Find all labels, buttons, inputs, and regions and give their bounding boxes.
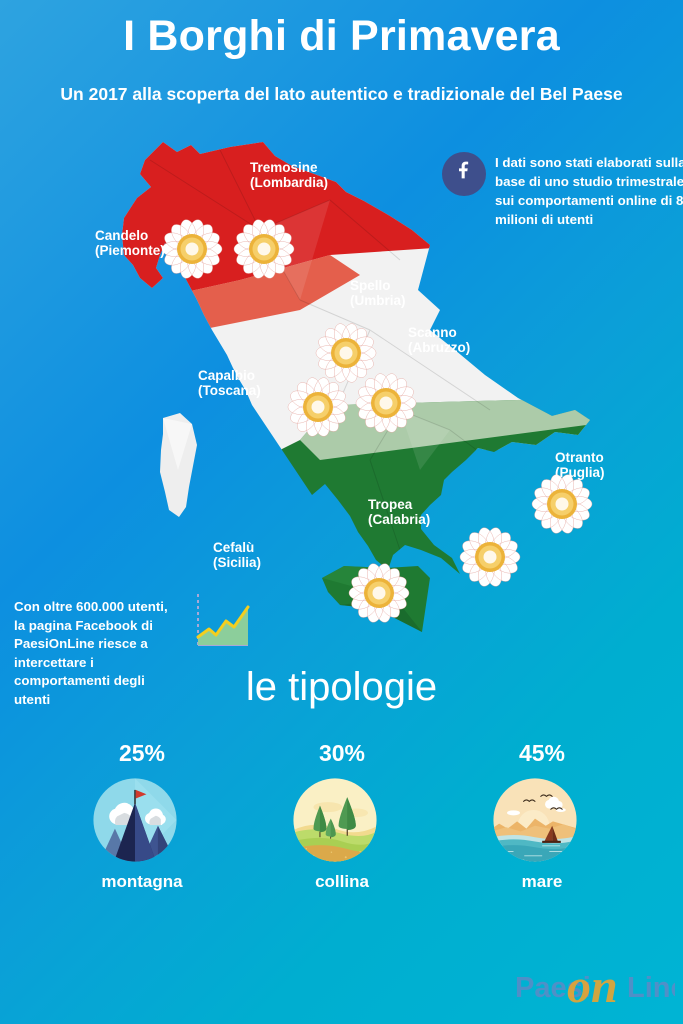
- svg-text:on: on: [567, 960, 618, 1013]
- svg-text:Line: Line: [627, 972, 675, 1004]
